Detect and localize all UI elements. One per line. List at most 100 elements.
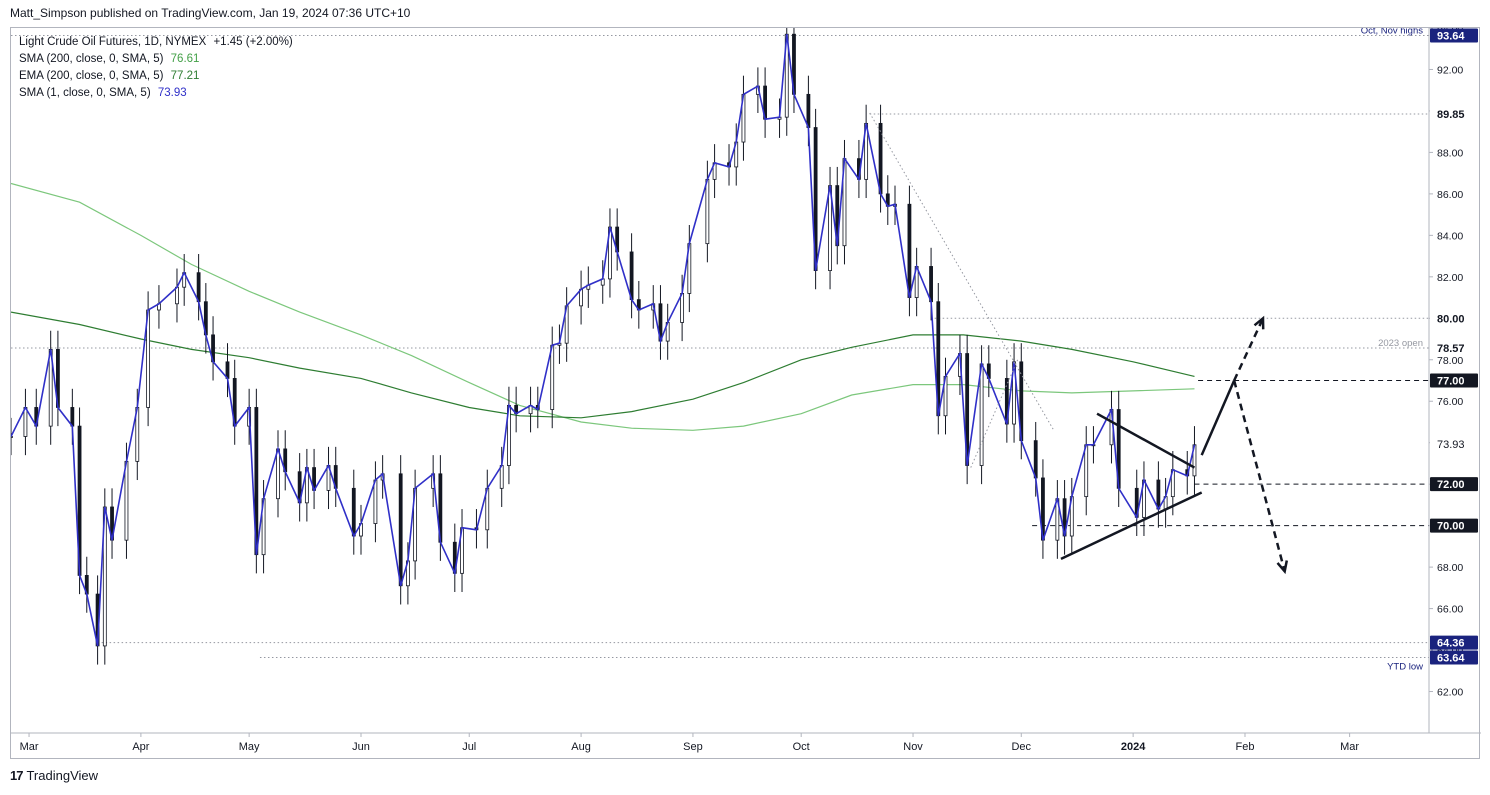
- candle-body[interactable]: [23, 407, 28, 437]
- projection-arrow[interactable]: [1200, 380, 1236, 456]
- price-tick-label: 86.00: [1437, 189, 1463, 201]
- candle-body[interactable]: [196, 272, 201, 303]
- price-label-text: 63.64: [1437, 653, 1465, 665]
- price-label-badge[interactable]: [1430, 28, 1478, 43]
- time-tick-label: 2024: [1121, 741, 1146, 753]
- indicator-value: 77.21: [170, 70, 200, 82]
- candle-body[interactable]: [373, 479, 378, 524]
- indicator-label: SMA (1, close, 0, SMA, 5): [19, 87, 151, 99]
- time-axis[interactable]: Mar Apr May Jun Jul Aug Sep Oct Nov Dec 2024 Feb Mar: [11, 732, 1481, 753]
- price-label-badge[interactable]: [1430, 518, 1478, 533]
- candle-body[interactable]: [806, 93, 811, 128]
- candle-body[interactable]: [680, 293, 685, 323]
- time-tick-label: Sep: [683, 741, 703, 753]
- dotted-trendline[interactable]: [869, 112, 1055, 431]
- published-line: Matt_Simpson published on TradingView.co…: [10, 6, 411, 20]
- indicator-label: SMA (200, close, 0, SMA, 5): [19, 53, 164, 65]
- candle-body[interactable]: [629, 251, 634, 301]
- legend-main-row[interactable]: Light Crude Oil Futures, 1D, NYMEX +1.45…: [19, 34, 293, 51]
- price-tick-label: 76.00: [1437, 396, 1463, 408]
- sma1-close-line[interactable]: [11, 34, 1196, 647]
- projection-arrow[interactable]: [1232, 380, 1286, 572]
- time-tick-label: Mar: [20, 741, 39, 753]
- time-tick-label: Jul: [462, 741, 476, 753]
- candle-body[interactable]: [1033, 440, 1038, 479]
- price-label-text: 73.93: [1437, 439, 1465, 451]
- price-axis[interactable]: 62.0064.0066.0068.0070.0072.0074.0076.00…: [1428, 28, 1478, 733]
- price-label-text: 80.00: [1437, 313, 1465, 325]
- level-note: YTD low: [1387, 662, 1423, 673]
- candle-body[interactable]: [398, 473, 403, 587]
- candle-body[interactable]: [70, 407, 75, 427]
- time-tick-label: May: [239, 741, 260, 753]
- price-chart[interactable]: Oct, Nov highs 2023 open YTD low 62.0064.0…: [11, 28, 1481, 760]
- indicator-value: 73.93: [157, 87, 187, 99]
- price-tick-label: 66.00: [1437, 604, 1463, 616]
- candle-body[interactable]: [276, 448, 280, 500]
- symbol-change: +1.45 (+2.00%): [213, 36, 293, 48]
- candle-body[interactable]: [499, 465, 504, 489]
- indicator-value: 76.61: [170, 53, 200, 65]
- triangle-trendline[interactable]: [1096, 412, 1196, 469]
- price-label-badge[interactable]: [1430, 477, 1478, 492]
- price-label-badge[interactable]: [1430, 340, 1478, 355]
- candle-body[interactable]: [979, 363, 984, 466]
- price-label-badge[interactable]: [1430, 107, 1478, 122]
- drawings-layer: [869, 112, 1289, 575]
- price-layer: [11, 28, 1197, 665]
- legend-indicator-sma1[interactable]: SMA (1, close, 0, SMA, 5) 73.93: [19, 85, 293, 102]
- price-label-text: 89.85: [1437, 109, 1465, 121]
- tradingview-brand: TradingView: [26, 768, 99, 783]
- chart-legend: Light Crude Oil Futures, 1D, NYMEX +1.45…: [19, 34, 293, 102]
- dotted-trendline[interactable]: [970, 359, 1019, 468]
- level-note: 2023 open: [1378, 338, 1423, 349]
- price-label-badge[interactable]: [1430, 635, 1478, 650]
- level-note: Oct, Nov highs: [1361, 28, 1424, 36]
- price-tick-label: 82.00: [1437, 272, 1463, 284]
- price-tick-label: 62.00: [1437, 687, 1463, 699]
- price-tick-label: 78.00: [1437, 355, 1463, 367]
- candle-body[interactable]: [705, 178, 710, 245]
- candle-body[interactable]: [550, 344, 555, 410]
- legend-indicator-sma200[interactable]: SMA (200, close, 0, SMA, 5) 76.61: [19, 51, 293, 68]
- candle-body[interactable]: [1192, 444, 1197, 477]
- price-label-text: 77.00: [1437, 376, 1465, 388]
- time-tick-label: Feb: [1236, 741, 1255, 753]
- ema200-line[interactable]: [11, 311, 1195, 419]
- candle-body[interactable]: [175, 286, 179, 305]
- candle-body[interactable]: [1084, 444, 1089, 498]
- chart-pane[interactable]: Oct, Nov highs 2023 open YTD low 62.0064.0…: [10, 27, 1481, 760]
- candle-body[interactable]: [579, 288, 583, 307]
- tradingview-logo-icon: 17: [10, 768, 24, 783]
- arrow-head-icon: [1276, 560, 1289, 575]
- time-tick-label: Nov: [903, 741, 923, 753]
- legend-indicator-ema200[interactable]: EMA (200, close, 0, SMA, 5) 77.21: [19, 68, 293, 85]
- candle-body[interactable]: [907, 203, 912, 298]
- candle-body[interactable]: [124, 460, 129, 541]
- time-tick-label: Jun: [352, 741, 370, 753]
- price-label-text: 64.36: [1437, 638, 1465, 650]
- candle-body[interactable]: [1156, 479, 1161, 510]
- triangle-trendline[interactable]: [1060, 491, 1203, 560]
- price-label-text: 78.57: [1437, 343, 1465, 355]
- projection-arrow[interactable]: [1233, 317, 1265, 382]
- time-tick-label: Oct: [793, 741, 810, 753]
- price-label-badge[interactable]: [1430, 311, 1478, 326]
- candle-body[interactable]: [11, 436, 13, 438]
- price-label-text: 72.00: [1437, 479, 1465, 491]
- price-label-badge[interactable]: [1430, 373, 1478, 388]
- candle-body[interactable]: [929, 266, 933, 303]
- price-label-badge[interactable]: [1430, 650, 1478, 665]
- price-tick-label: 92.00: [1437, 64, 1463, 76]
- time-tick-label: Mar: [1340, 741, 1359, 753]
- indicator-label: EMA (200, close, 0, SMA, 5): [19, 70, 164, 82]
- tradingview-footer[interactable]: 17 TradingView: [10, 768, 98, 783]
- symbol-description: Light Crude Oil Futures, 1D, NYMEX: [19, 36, 207, 48]
- time-tick-label: Apr: [132, 741, 149, 753]
- candle-body[interactable]: [351, 487, 356, 537]
- price-tick-label: 88.00: [1437, 147, 1463, 159]
- level-lines-layer: Oct, Nov highs 2023 open YTD low: [11, 28, 1429, 673]
- price-label-badge[interactable]: [1430, 437, 1478, 452]
- candle-body[interactable]: [225, 361, 230, 379]
- price-label-text: 93.64: [1437, 30, 1465, 42]
